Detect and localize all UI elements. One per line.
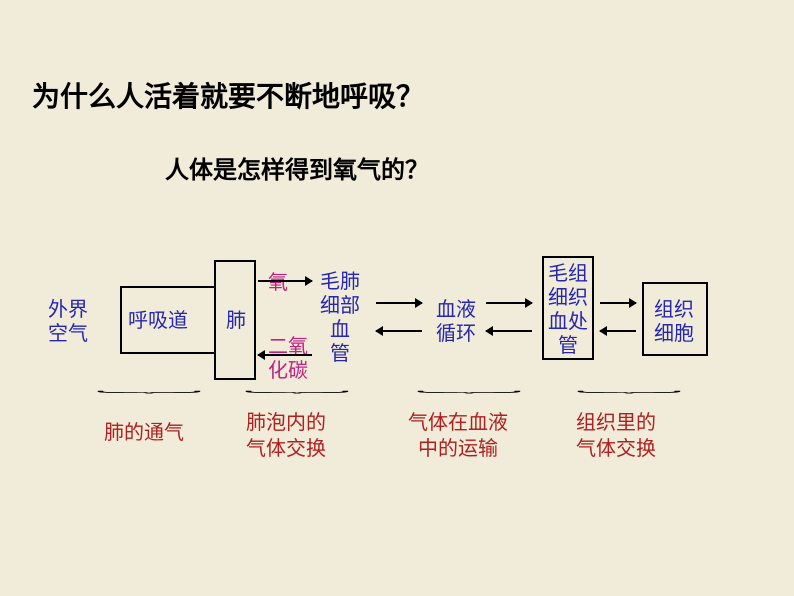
caption-blood-transport: 气体在血液 中的运输 <box>408 410 508 462</box>
caption-ventilation: 肺的通气 <box>104 420 184 446</box>
tract-bracket-left <box>120 286 122 354</box>
arrow-6 <box>600 302 636 304</box>
brace-3: ︸ <box>575 388 683 404</box>
arrow-1 <box>258 354 312 356</box>
node-co2: 二氧 化碳 <box>268 335 308 383</box>
node-tissue-cell: 组织 细胞 <box>654 298 694 346</box>
caption-tissue-exchange: 组织里的 气体交换 <box>576 410 656 462</box>
caption-alveolar-exchange: 肺泡内的 气体交换 <box>246 410 326 462</box>
arrow-2 <box>376 302 422 304</box>
arrow-5 <box>486 330 532 332</box>
main-title: 为什么人活着就要不断地呼吸？ <box>32 75 424 115</box>
node-respiratory-tract: 呼吸道 <box>128 309 188 333</box>
sub-title: 人体是怎样得到氧气的？ <box>165 150 429 185</box>
brace-0: ︸ <box>95 388 203 404</box>
brace-2: ︸ <box>415 388 523 404</box>
tract-bracket-top <box>120 286 214 288</box>
arrow-3 <box>376 330 422 332</box>
node-external-air: 外界 空气 <box>48 298 88 346</box>
node-lung: 肺 <box>226 309 246 333</box>
node-lung-capillary: 毛肺 细部 血 管 <box>320 270 360 366</box>
arrow-7 <box>600 330 636 332</box>
tract-bracket-bottom <box>120 352 214 354</box>
brace-1: ︸ <box>243 388 351 404</box>
node-oxygen: 氧 <box>268 271 288 295</box>
node-blood-circulation: 血液 循环 <box>436 298 476 346</box>
node-tissue-capillary: 毛组 细织 血处 管 <box>548 262 588 358</box>
arrow-4 <box>486 302 532 304</box>
arrow-0 <box>258 280 312 282</box>
